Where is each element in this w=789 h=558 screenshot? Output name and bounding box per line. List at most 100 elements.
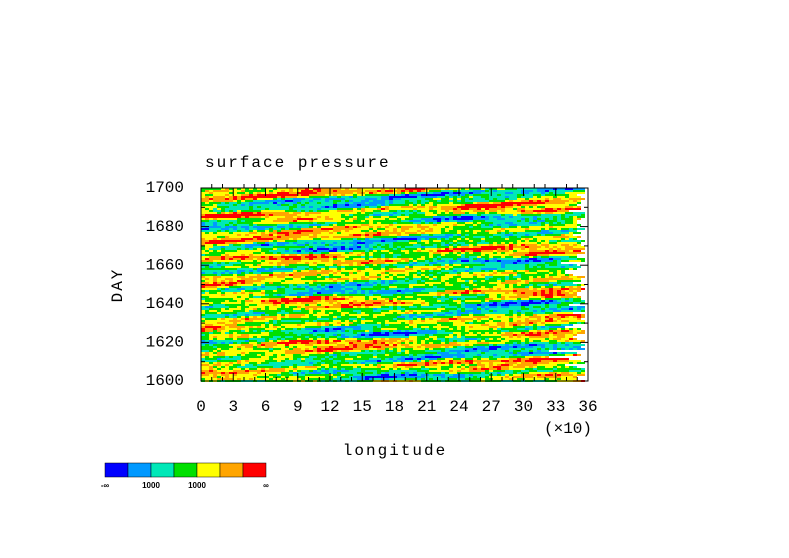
field-cell bbox=[201, 308, 209, 310]
field-cell bbox=[525, 268, 569, 270]
field-cell bbox=[341, 310, 353, 312]
field-cell bbox=[545, 194, 569, 196]
field-cell bbox=[325, 200, 329, 202]
field-cell bbox=[481, 222, 493, 224]
field-cell bbox=[497, 354, 513, 356]
field-cell bbox=[437, 210, 445, 212]
field-cell bbox=[453, 322, 465, 324]
field-cell bbox=[365, 290, 369, 292]
field-cell bbox=[441, 310, 449, 312]
field-cell bbox=[301, 206, 305, 208]
field-cell bbox=[521, 344, 525, 346]
field-cell bbox=[421, 246, 425, 248]
field-cell bbox=[453, 270, 457, 272]
field-cell bbox=[433, 284, 445, 286]
field-cell bbox=[297, 328, 301, 330]
field-cell bbox=[469, 368, 473, 370]
field-cell bbox=[317, 208, 321, 210]
field-cell bbox=[373, 320, 385, 322]
field-cell bbox=[357, 194, 365, 196]
field-cell bbox=[521, 302, 541, 304]
field-cell bbox=[333, 206, 337, 208]
field-cell bbox=[317, 286, 321, 288]
field-cell bbox=[461, 366, 465, 368]
field-cell bbox=[549, 354, 565, 356]
field-cell bbox=[253, 270, 257, 272]
field-cell bbox=[321, 232, 329, 234]
field-cell bbox=[305, 242, 309, 244]
field-cell bbox=[405, 302, 413, 304]
field-cell bbox=[545, 250, 549, 252]
field-cell bbox=[365, 332, 369, 334]
field-cell bbox=[485, 262, 501, 264]
field-cell bbox=[253, 300, 261, 302]
field-cell bbox=[389, 324, 409, 326]
field-cell bbox=[313, 218, 317, 220]
field-cell bbox=[217, 360, 237, 362]
field-cell bbox=[273, 238, 289, 240]
field-cell bbox=[321, 362, 325, 364]
field-cell bbox=[441, 266, 445, 268]
field-cell bbox=[453, 262, 481, 264]
field-cell bbox=[341, 302, 349, 304]
field-cell bbox=[465, 378, 481, 380]
field-cell bbox=[321, 236, 329, 238]
field-cell bbox=[461, 334, 465, 336]
field-cell bbox=[549, 272, 553, 274]
field-cell bbox=[417, 212, 425, 214]
field-cell bbox=[333, 366, 337, 368]
field-cell bbox=[445, 264, 449, 266]
field-cell bbox=[421, 274, 425, 276]
field-cell bbox=[493, 298, 501, 300]
field-cell bbox=[405, 202, 413, 204]
field-cell bbox=[401, 372, 405, 374]
field-cell bbox=[441, 270, 453, 272]
field-cell bbox=[469, 234, 493, 236]
field-cell bbox=[325, 366, 329, 368]
field-cell bbox=[369, 202, 385, 204]
field-cell bbox=[217, 288, 221, 290]
field-cell bbox=[329, 352, 333, 354]
field-cell bbox=[221, 210, 225, 212]
field-cell bbox=[445, 226, 449, 228]
field-cell bbox=[569, 244, 573, 246]
field-cell bbox=[393, 330, 397, 332]
field-cell bbox=[281, 190, 285, 192]
field-cell bbox=[253, 268, 257, 270]
field-cell bbox=[201, 330, 205, 332]
field-cell bbox=[461, 336, 465, 338]
field-cell bbox=[477, 284, 497, 286]
field-cell bbox=[493, 374, 497, 376]
field-cell bbox=[313, 252, 321, 254]
field-cell bbox=[385, 288, 389, 290]
field-cell bbox=[517, 362, 521, 364]
field-cell bbox=[425, 258, 433, 260]
field-cell bbox=[201, 280, 205, 282]
field-cell bbox=[449, 242, 453, 244]
field-cell bbox=[237, 196, 241, 198]
field-cell bbox=[265, 230, 269, 232]
field-cell bbox=[273, 354, 277, 356]
field-cell bbox=[529, 264, 537, 266]
field-cell bbox=[333, 334, 337, 336]
field-cell bbox=[469, 322, 473, 324]
field-cell bbox=[201, 222, 205, 224]
field-cell bbox=[205, 276, 213, 278]
field-cell bbox=[281, 198, 285, 200]
field-cell bbox=[333, 378, 357, 380]
field-cell bbox=[205, 344, 209, 346]
field-cell bbox=[245, 216, 249, 218]
field-cell bbox=[201, 196, 205, 198]
field-cell bbox=[477, 258, 481, 260]
field-cell bbox=[389, 258, 401, 260]
field-cell bbox=[489, 270, 493, 272]
field-cell bbox=[489, 232, 497, 234]
field-cell bbox=[373, 252, 389, 254]
field-cell bbox=[265, 370, 285, 372]
field-cell bbox=[393, 264, 409, 266]
field-cell bbox=[385, 260, 393, 262]
field-cell bbox=[525, 220, 529, 222]
field-cell bbox=[205, 356, 209, 358]
field-cell bbox=[221, 290, 241, 292]
field-cell bbox=[377, 278, 381, 280]
